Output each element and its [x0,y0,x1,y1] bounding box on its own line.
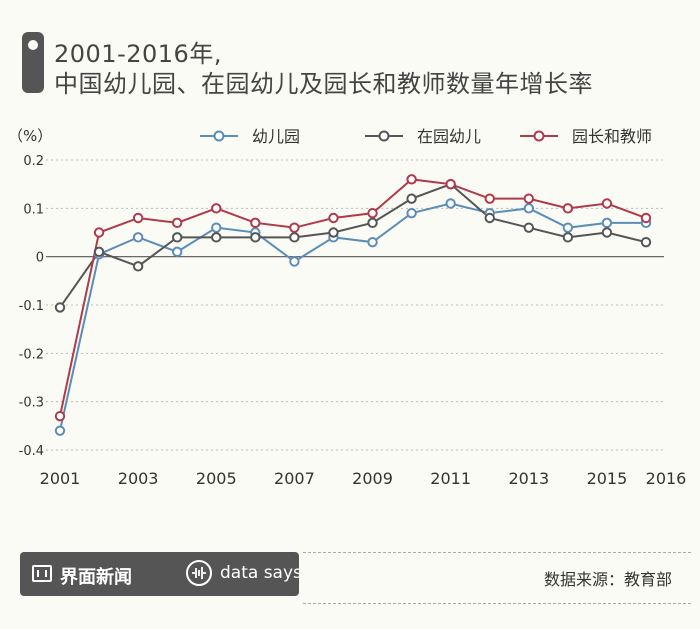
x-tick-label: 2013 [508,469,549,488]
data-point [562,203,574,214]
x-tick-label: 2011 [430,469,471,488]
data-point [601,217,613,229]
x-tick-label: 2016 [646,469,687,488]
data-point [132,212,144,224]
y-tick-label: 0 [36,251,44,266]
data-point [54,410,66,422]
legend-label: 幼儿园 [252,127,300,146]
legend-marker [378,130,390,142]
data-point [211,232,222,243]
data-point [523,203,534,214]
data-point [250,217,261,229]
series-line [59,183,647,308]
data-source: 数据来源：教育部 [543,570,672,589]
data-point [328,227,339,238]
legend-marker [213,130,225,142]
legend-marker [533,130,545,142]
brand-tagline: data says [220,563,302,583]
title-badge-dot [28,40,38,50]
data-point [523,222,534,233]
data-point [640,212,652,224]
legend-label: 在园幼儿 [417,127,481,146]
data-point [445,198,456,209]
series-group [54,174,652,436]
data-point [132,232,144,243]
data-point [132,261,144,272]
data-point [211,203,222,214]
data-point [367,207,378,219]
brand-name: 界面新闻 [60,567,132,588]
data-says-icon [186,560,212,586]
y-axis-label: （%） [8,127,52,145]
chart-title-line2: 中国幼儿园、在园幼儿及园长和教师数量年增长率 [54,70,593,98]
x-tick-label: 2005 [196,469,237,488]
y-tick-label: -0.4 [19,444,44,459]
data-point [640,236,652,248]
data-point [172,246,183,258]
data-point [406,193,417,204]
data-point [523,193,534,204]
brand-logo-icon [32,565,52,582]
data-point [54,302,66,313]
data-point [406,207,417,219]
brand-banner: 界面新闻 data says [20,552,302,596]
data-point [93,227,105,238]
y-tick-labels: 0.2 0.1 0 -0.1 -0.2 -0.3 -0.4 [19,154,44,459]
x-tick-label: 2001 [40,469,81,488]
data-point [172,232,183,243]
data-point [601,227,613,238]
y-tick-label: -0.2 [19,347,44,362]
data-point [93,246,105,258]
data-point [54,425,66,436]
data-point [484,193,495,204]
legend: 幼儿园 在园幼儿 园长和教师 [200,127,652,146]
data-point [211,222,222,233]
series-line [59,202,646,431]
chart-title-line1: 2001-2016年, [54,40,222,68]
y-tick-label: -0.3 [19,396,44,411]
y-tick-label: 0.2 [23,154,44,169]
x-tick-labels: 2001 2003 2005 2007 2009 2011 2013 2015 2016 [40,469,687,488]
data-point [328,212,339,224]
x-tick-label: 2015 [587,469,628,488]
data-point [601,198,613,209]
data-point [562,232,574,243]
footer-divider-top [303,552,691,553]
data-point [367,217,378,229]
data-point [367,236,378,248]
x-tick-label: 2003 [118,469,159,488]
data-point [250,232,261,243]
data-point [289,232,300,243]
data-point [406,174,417,185]
footer-divider-bottom [303,603,691,604]
grid [46,159,664,451]
series-line [59,178,647,417]
y-tick-label: -0.1 [19,299,44,314]
data-point [445,178,456,190]
data-point [172,217,183,229]
data-point [484,212,495,224]
data-point [562,222,574,233]
title-badge [22,32,44,93]
legend-label: 园长和教师 [572,127,652,146]
data-point [289,222,300,233]
y-tick-label: 0.1 [23,202,44,217]
data-point [289,256,300,267]
x-tick-label: 2009 [352,469,393,488]
x-tick-label: 2007 [274,469,315,488]
